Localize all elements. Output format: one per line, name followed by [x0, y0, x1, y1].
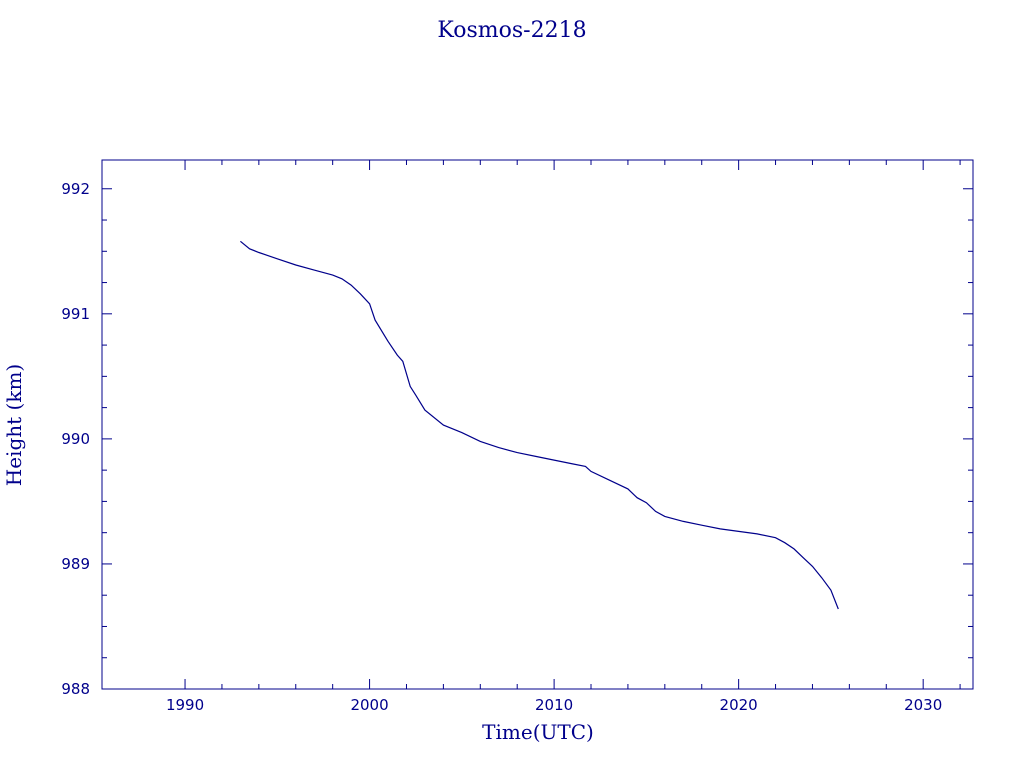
chart-title: Kosmos-2218: [437, 18, 586, 43]
plot-frame: [101, 159, 974, 690]
x-axis: 1990 2000 2010 2020 2030: [166, 160, 961, 714]
y-tick-label: 990: [61, 430, 90, 448]
x-axis-label: Time(UTC): [482, 720, 594, 744]
x-tick-label: 2000: [350, 696, 388, 714]
y-axis-label: Height (km): [2, 364, 26, 486]
y-tick-label: 991: [61, 305, 90, 323]
x-tick-label: 1990: [166, 696, 204, 714]
x-tick-label: 2010: [535, 696, 573, 714]
y-tick-label: 988: [61, 680, 90, 698]
x-tick-label: 2020: [720, 696, 758, 714]
y-axis: 988 989 990 991 992: [61, 180, 973, 698]
y-tick-label: 989: [61, 555, 90, 573]
series-line: [240, 240, 839, 610]
y-tick-label: 992: [61, 180, 90, 198]
x-tick-label: 2030: [904, 696, 942, 714]
